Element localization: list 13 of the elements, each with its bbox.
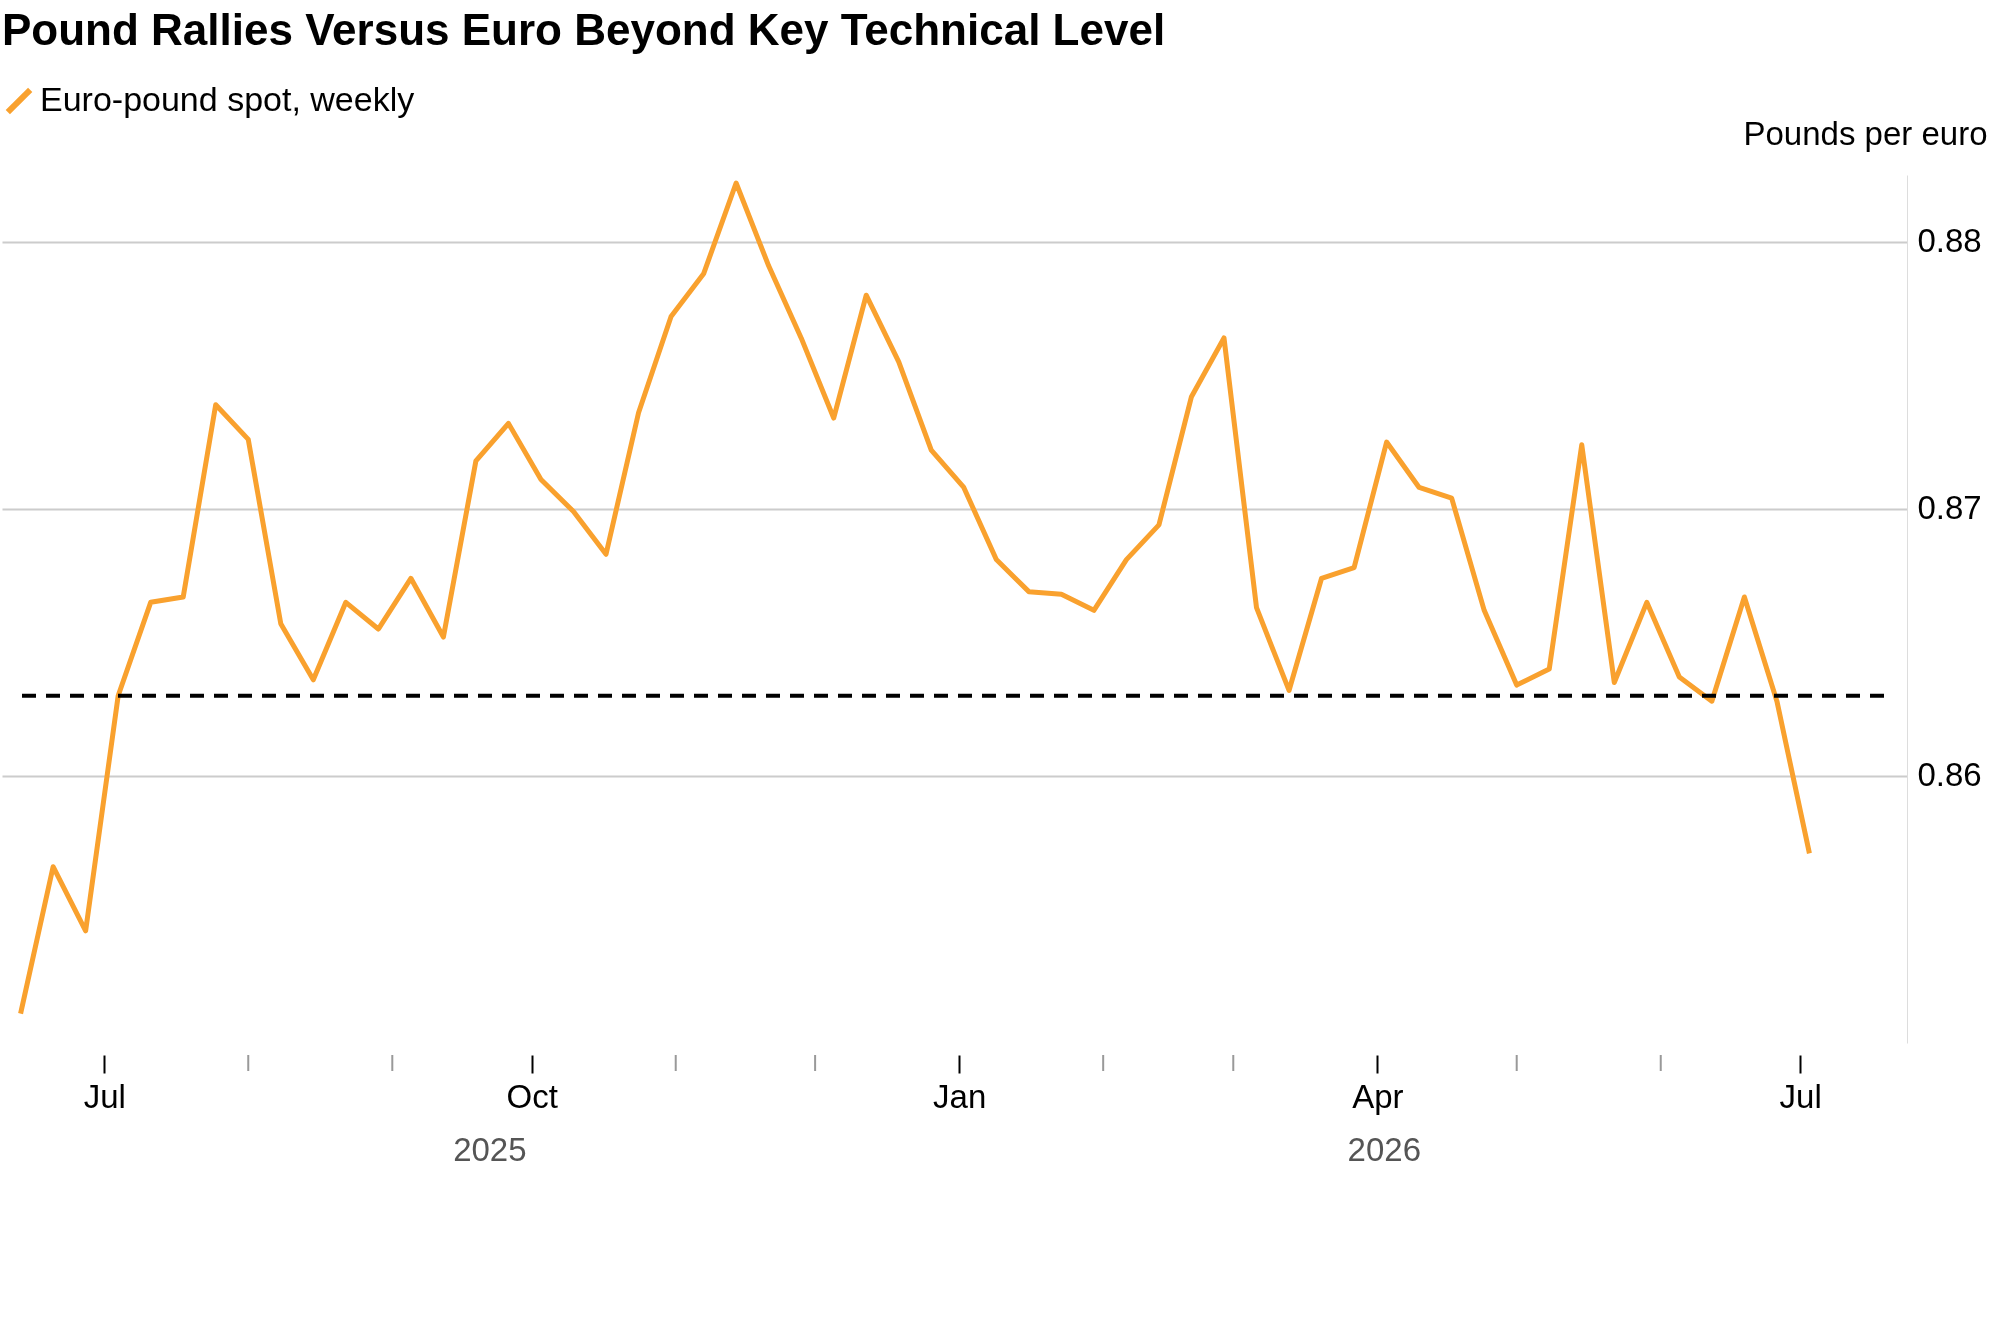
x-tick-label: Jan <box>933 1077 987 1115</box>
chart-title: Pound Rallies Versus Euro Beyond Key Technical Level <box>2 5 1166 54</box>
text: 2025 <box>453 1131 527 1168</box>
x-tick-label: Jul <box>83 1077 126 1115</box>
y-axis-title: Pounds per euro <box>1743 114 1988 152</box>
y-tick-label: 0.86 <box>1917 756 1982 794</box>
text: 2026 <box>1347 1131 1421 1168</box>
x-tick-label: Oct <box>506 1077 558 1115</box>
legend-label: Euro-pound spot, weekly <box>40 80 415 118</box>
x-tick-label: Apr <box>1352 1077 1404 1115</box>
y-tick-label: 0.87 <box>1917 489 1982 527</box>
x-tick-label: Jul <box>1779 1077 1822 1115</box>
y-tick-label: 0.88 <box>1917 222 1982 260</box>
